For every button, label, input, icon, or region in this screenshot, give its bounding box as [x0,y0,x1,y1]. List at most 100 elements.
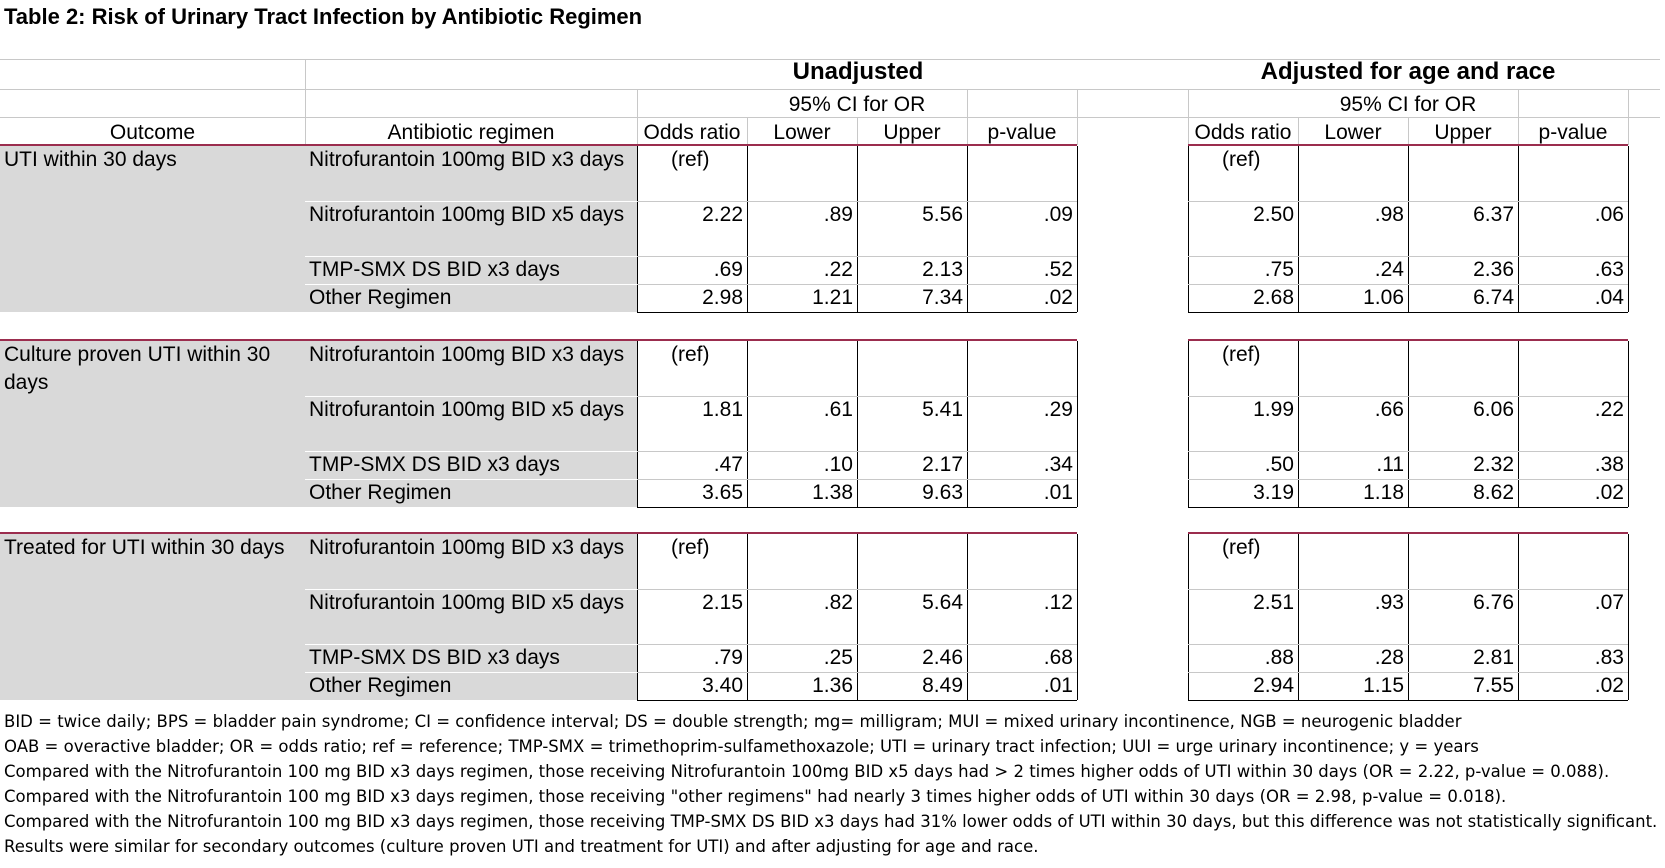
unadjusted-odds-ratio: (ref) [671,148,710,171]
adjusted-pvalue: .02 [1594,481,1624,504]
footnote-line: Compared with the Nitrofurantoin 100 mg … [4,812,1658,831]
unadjusted-pvalue: .12 [1043,591,1073,614]
column-divider [1077,146,1078,312]
adjusted-upper: 2.36 [1473,258,1514,281]
header-column-divider [1188,89,1189,145]
unadjusted-lower: .25 [823,646,853,669]
row-gridline [305,589,637,590]
row-gridline [305,672,637,673]
column-divider [857,534,858,700]
adjusted-upper-header: Upper [1434,121,1492,144]
unadjusted-odds-ratio: (ref) [671,536,710,559]
unadjusted-upper: 2.13 [922,258,963,281]
row-gridline [637,644,1077,645]
row-gridline [637,256,1077,257]
row-gridline [637,201,1077,202]
column-divider [1077,534,1078,700]
table-row-regimen: Nitrofurantoin 100mg BID x3 days [309,536,625,559]
unadjusted-pvalue: .01 [1043,674,1073,697]
adjusted-odds-ratio: (ref) [1222,343,1261,366]
group-top-border [0,144,1077,146]
unadjusted-upper: 7.34 [922,286,963,309]
adjusted-upper: 2.81 [1473,646,1514,669]
row-gridline [305,479,637,480]
row-gridline [1188,284,1628,285]
adjusted-lower: 1.15 [1363,674,1404,697]
adjusted-upper: 7.55 [1473,674,1514,697]
adjusted-odds-ratio: (ref) [1222,148,1261,171]
unadjusted-lower: .89 [823,203,853,226]
group-bottom-border [637,700,1077,701]
footnote-line: Compared with the Nitrofurantoin 100 mg … [4,762,1610,781]
unadjusted-upper: 5.64 [922,591,963,614]
unadjusted-or-header: Odds ratio [643,121,741,144]
row-gridline [1188,644,1628,645]
adjusted-lower: .66 [1374,398,1404,421]
adjusted-header: Adjusted for age and race [1260,58,1556,85]
unadjusted-odds-ratio: (ref) [671,343,710,366]
adjusted-or-header: Odds ratio [1194,121,1292,144]
column-divider [857,146,858,312]
adjusted-upper: 2.32 [1473,453,1514,476]
column-divider [1077,341,1078,507]
adjusted-lower-header: Lower [1324,121,1382,144]
adjusted-odds-ratio: 2.68 [1253,286,1294,309]
group-bottom-border [1188,700,1628,701]
footnote-line: Results were similar for secondary outco… [4,837,1039,856]
group-top-border [0,339,1077,341]
adjusted-odds-ratio: 1.99 [1253,398,1294,421]
unadjusted-odds-ratio: 2.22 [702,203,743,226]
header-column-divider [1077,89,1078,145]
adjusted-odds-ratio: 2.94 [1253,674,1294,697]
table-row-regimen: Nitrofurantoin 100mg BID x3 days [309,343,625,366]
unadjusted-upper: 5.41 [922,398,963,421]
column-divider [747,146,748,312]
header-column-divider [637,89,638,145]
table-row-regimen: Nitrofurantoin 100mg BID x5 days [309,203,625,226]
row-gridline [305,644,637,645]
header-column-divider [857,117,858,145]
table-title: Table 2: Risk of Urinary Tract Infection… [4,4,643,29]
adjusted-pvalue: .07 [1594,591,1624,614]
column-divider [1628,146,1629,312]
unadjusted-lower: 1.38 [812,481,853,504]
column-divider [967,341,968,507]
table-row-regimen: Nitrofurantoin 100mg BID x5 days [309,591,625,614]
outcome-label: Treated for UTI within 30 days [4,536,285,559]
unadjusted-pvalue: .02 [1043,286,1073,309]
row-gridline [1188,451,1628,452]
adjusted-odds-ratio: 3.19 [1253,481,1294,504]
unadjusted-upper-header: Upper [883,121,941,144]
header-column-divider [1518,89,1519,145]
group-top-border [0,532,1077,534]
unadjusted-pvalue: .29 [1043,398,1073,421]
table-row-regimen: Nitrofurantoin 100mg BID x5 days [309,398,625,421]
adjusted-upper: 6.37 [1473,203,1514,226]
group-top-border [1188,532,1628,534]
unadjusted-upper: 2.17 [922,453,963,476]
row-gridline [1188,479,1628,480]
row-gridline [1188,672,1628,673]
unadjusted-ci-header: 95% CI for OR [788,93,926,116]
footnote-line: BID = twice daily; BPS = bladder pain sy… [4,712,1462,731]
column-divider [967,534,968,700]
unadjusted-odds-ratio: 3.65 [702,481,743,504]
column-divider [1408,534,1409,700]
adjusted-pvalue: .38 [1594,453,1624,476]
unadjusted-lower: .61 [823,398,853,421]
adjusted-odds-ratio: .88 [1264,646,1294,669]
column-divider [857,341,858,507]
unadjusted-upper: 2.46 [922,646,963,669]
unadjusted-pvalue: .01 [1043,481,1073,504]
adjusted-odds-ratio: .50 [1264,453,1294,476]
table-row-regimen: Other Regimen [309,481,452,504]
group-bottom-border [637,312,1077,313]
outcome-label: Culture proven UTI within 30 days [4,343,271,394]
table-row-regimen: Other Regimen [309,286,452,309]
row-gridline [305,201,637,202]
unadjusted-lower-header: Lower [773,121,831,144]
header-column-divider [1628,89,1629,145]
column-divider [1188,534,1189,700]
adjusted-upper: 8.62 [1473,481,1514,504]
unadjusted-lower: 1.36 [812,674,853,697]
